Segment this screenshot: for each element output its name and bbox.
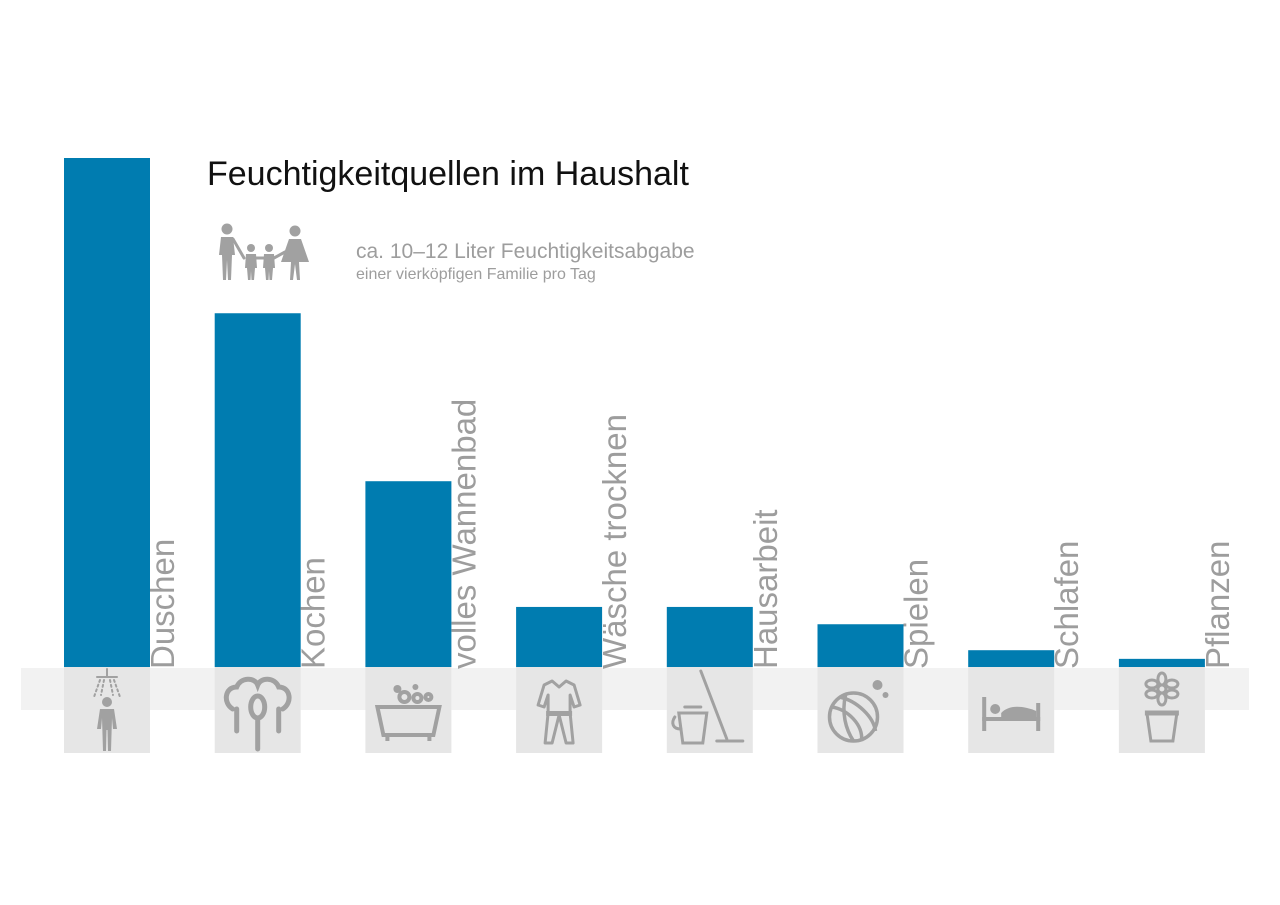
bar xyxy=(64,158,150,667)
category-label: Kochen xyxy=(295,557,332,669)
bar xyxy=(1118,658,1205,667)
chart-title: Feuchtigkeitquellen im Haushalt xyxy=(207,155,689,193)
category-label: Duschen xyxy=(144,539,181,669)
category-label: Spielen xyxy=(898,559,935,669)
category-label: Wäsche trocknen xyxy=(596,414,633,669)
category-label: Pflanzen xyxy=(1199,541,1236,669)
bar xyxy=(666,606,753,667)
family-icon xyxy=(217,222,311,282)
icon-tile xyxy=(516,667,603,753)
icon-tile xyxy=(1118,667,1205,753)
category-label: volles Wannenbad xyxy=(445,399,482,669)
bar xyxy=(968,650,1055,667)
bar xyxy=(516,606,603,667)
icon-band xyxy=(21,668,1249,710)
bar xyxy=(214,313,301,667)
chart-subtitle-line2: einer vierköpfigen Familie pro Tag xyxy=(356,266,596,283)
category-label: Hausarbeit xyxy=(747,509,784,669)
bar xyxy=(817,624,904,667)
bar xyxy=(365,481,452,667)
chart-subtitle-line1: ca. 10–12 Liter Feuchtigkeitsabgabe xyxy=(356,240,695,263)
category-label: Schlafen xyxy=(1048,541,1085,669)
